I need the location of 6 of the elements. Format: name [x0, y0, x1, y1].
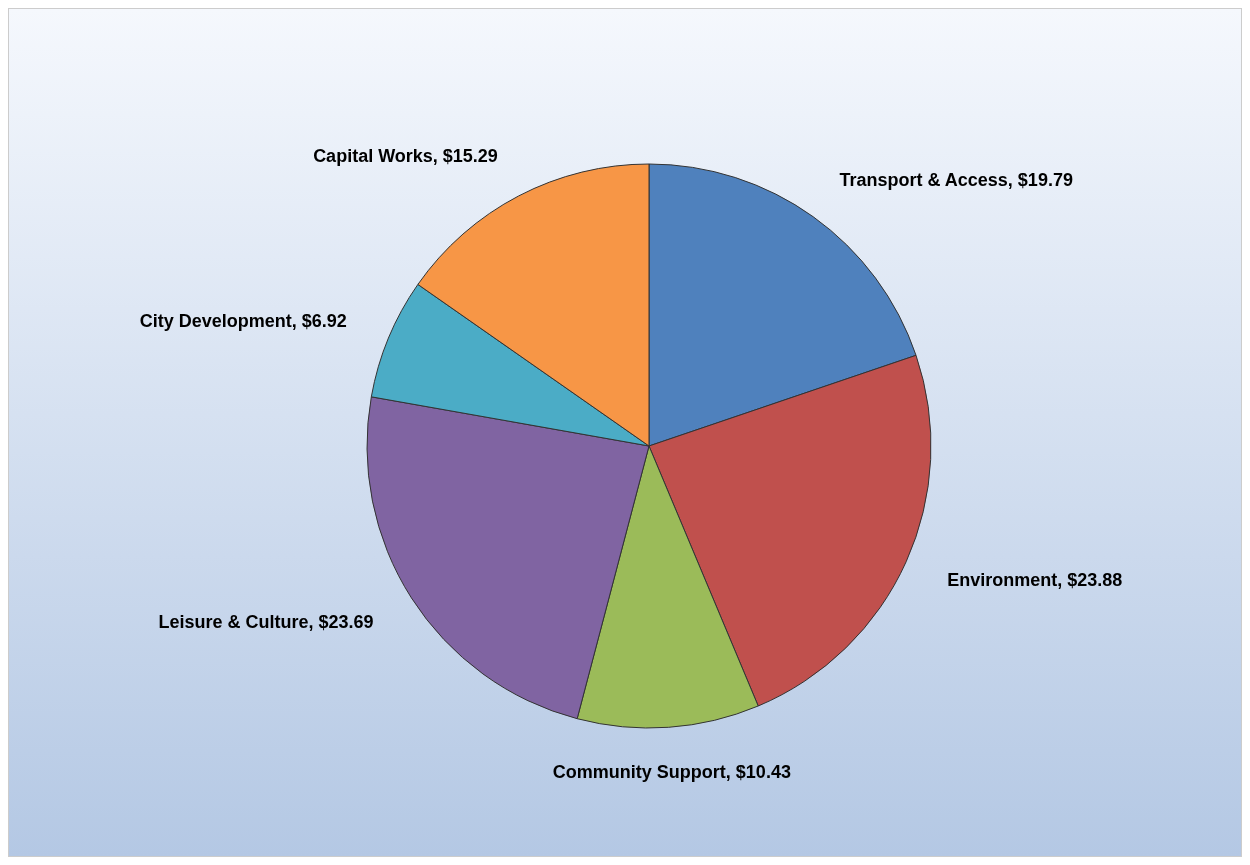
slice-label: Leisure & Culture, $23.69: [158, 612, 374, 633]
slice-label: City Development, $6.92: [139, 311, 347, 332]
slice-label: Transport & Access, $19.79: [839, 170, 1073, 191]
slice-label: Community Support, $10.43: [552, 762, 791, 783]
slice-label: Capital Works, $15.29: [313, 146, 498, 167]
slice-label: Environment, $23.88: [947, 570, 1123, 591]
